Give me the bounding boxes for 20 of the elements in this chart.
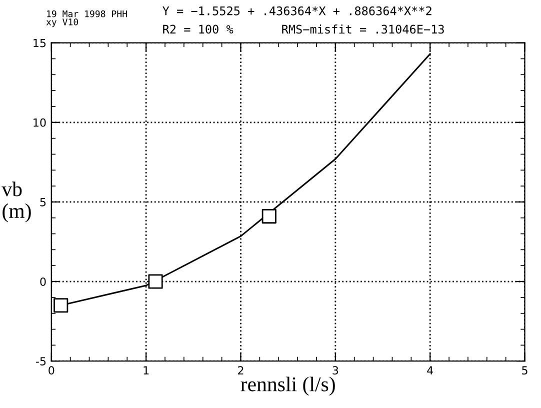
- y-tick-label: 15: [34, 38, 46, 48]
- text: Y = −1.5525 + .436364*X + .886364*X**2: [162, 6, 432, 16]
- point: [54, 298, 68, 313]
- y-axis-title: vb (m): [2, 182, 31, 222]
- y-tick-label: -5: [36, 357, 46, 366]
- text: 19 Mar 1998 PHH xy V10: [46, 10, 127, 28]
- point: [148, 274, 163, 289]
- text: R2 = 100 %: [163, 24, 234, 34]
- x-tick-label: 1: [144, 366, 149, 374]
- y-tick-label: 5: [40, 198, 46, 206]
- y-tick-label: 10: [34, 118, 46, 127]
- x-tick-label: 5: [522, 366, 528, 375]
- text: RMS−misfit = .31046E−13: [282, 24, 444, 34]
- x-tick-label: 0: [48, 366, 54, 375]
- y-tick-label: 0: [40, 277, 46, 286]
- x-tick-label: 2: [238, 366, 244, 374]
- x-axis-title: rennsli (l/s): [240, 376, 335, 396]
- point: [262, 208, 276, 224]
- x-tick-label: 3: [332, 366, 338, 375]
- x-tick-label: 4: [427, 366, 434, 374]
